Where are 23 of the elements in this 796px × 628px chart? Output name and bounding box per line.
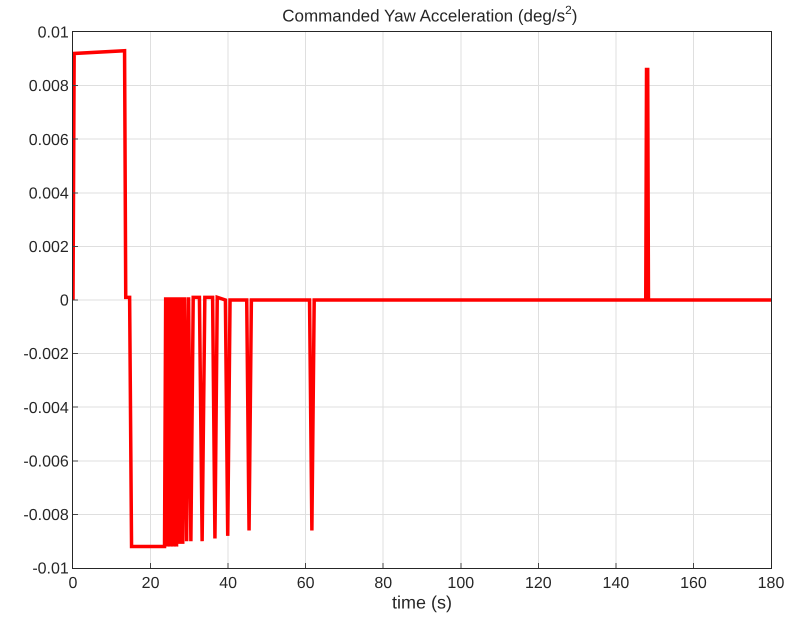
y-tick-label: -0.002	[23, 346, 69, 364]
x-tick-label: 100	[447, 575, 474, 592]
x-tick-label: 140	[602, 575, 630, 592]
y-tick-label: 0.01	[38, 24, 69, 42]
x-tick-label: 160	[680, 575, 707, 592]
y-tick-label: 0	[60, 292, 69, 310]
y-tick-label: 0.002	[28, 239, 69, 256]
y-tick-label: 0.006	[28, 132, 69, 149]
x-tick-label: 120	[524, 575, 552, 592]
x-tick-label: 20	[142, 575, 160, 592]
line-series	[73, 49, 771, 548]
x-tick-label: 40	[219, 575, 238, 592]
x-tick-label: 60	[296, 575, 315, 592]
x-tick-label: 80	[374, 575, 392, 592]
y-tick-label: 0.004	[28, 185, 69, 202]
x-axis-title: time (s)	[392, 592, 452, 612]
y-tick-label: -0.004	[23, 400, 69, 417]
y-tick-label: 0.008	[28, 78, 69, 96]
y-tick-label: -0.006	[23, 453, 69, 470]
y-tick-label: -0.008	[23, 507, 69, 524]
y-tick-label: -0.01	[32, 560, 69, 578]
chart-title: Commanded Yaw Acceleration (deg/s$^{2}$)	[282, 3, 578, 26]
x-tick-label: 180	[758, 575, 784, 592]
